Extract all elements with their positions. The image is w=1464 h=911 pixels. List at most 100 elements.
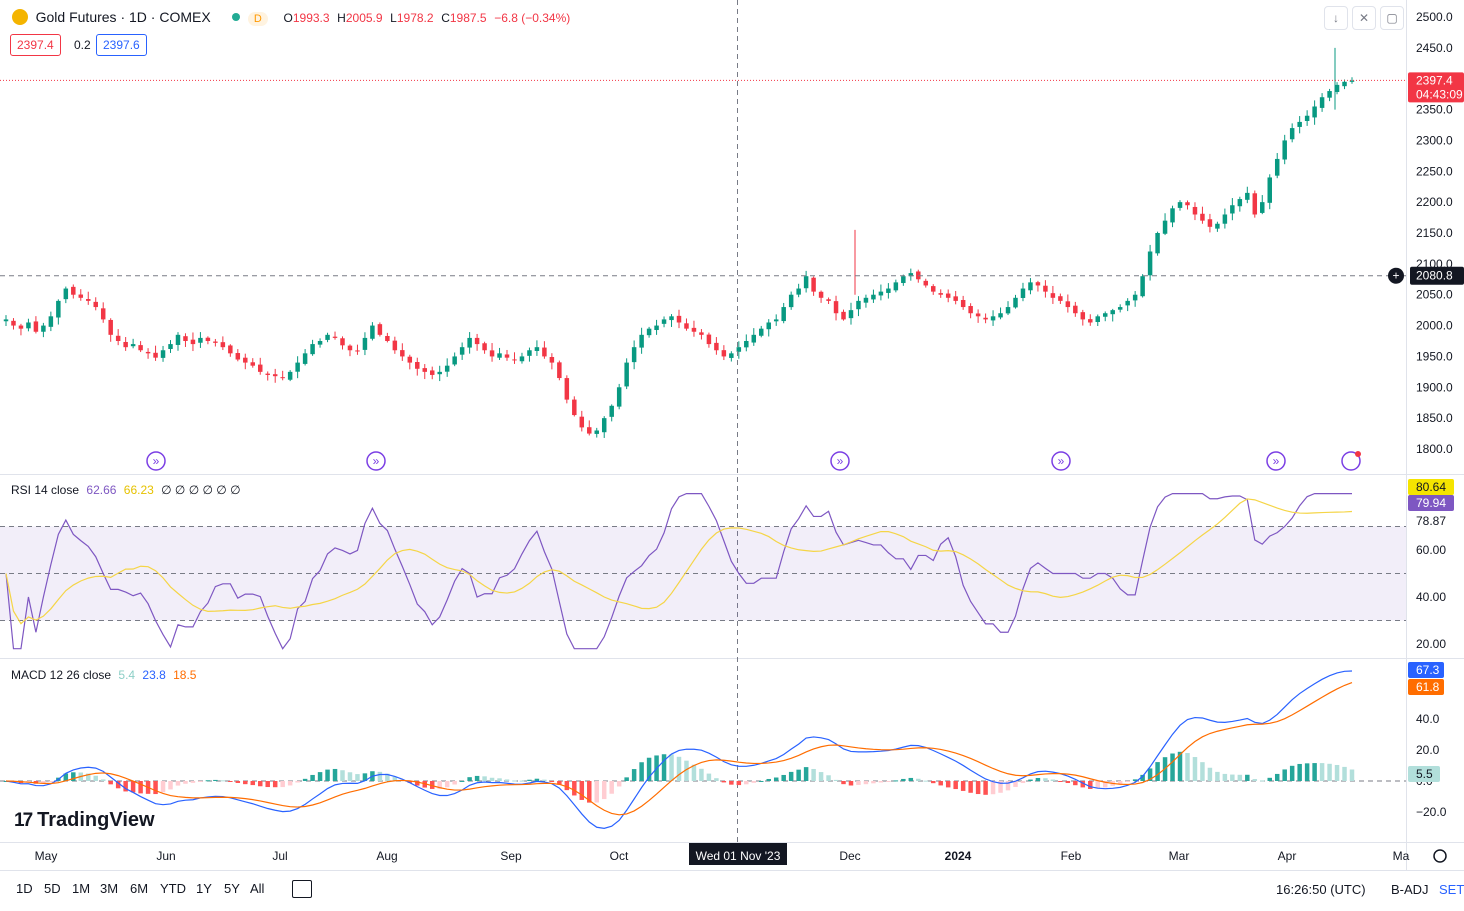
adjustment-toggle[interactable]: B-ADJ	[1391, 882, 1429, 897]
macd-histogram-bar	[1058, 781, 1063, 782]
event-icon[interactable]	[366, 451, 386, 471]
macd-histogram-bar	[534, 778, 540, 781]
lightning-event-icon[interactable]	[1341, 451, 1361, 471]
candle-body	[33, 321, 39, 332]
timeframe-5y[interactable]: 5Y	[224, 881, 240, 896]
candle-body	[945, 293, 951, 298]
macd-histogram-bar	[310, 774, 315, 781]
macd-histogram-bar	[953, 781, 958, 790]
candle-body	[616, 387, 622, 407]
session-toggle[interactable]: SET	[1439, 882, 1464, 897]
collapse-icon[interactable]: ✕	[1352, 6, 1376, 30]
ohlc-high: 2005.9	[345, 11, 383, 25]
candle-body	[661, 319, 667, 324]
candle-body	[228, 345, 233, 354]
event-icon[interactable]	[830, 451, 850, 471]
timeframe-all[interactable]: All	[250, 881, 265, 896]
candle-body	[1005, 307, 1011, 314]
macd-histogram-bar	[1117, 781, 1123, 785]
interval-badge: D	[247, 12, 268, 26]
candle-body	[983, 317, 988, 320]
macd-histogram-bar	[1095, 781, 1100, 789]
macd-histogram-bar	[1252, 779, 1258, 781]
macd-histogram-bar	[983, 781, 988, 795]
timeframe-5d[interactable]: 5D	[44, 881, 61, 896]
candle-body	[960, 299, 966, 308]
candle-body	[444, 365, 450, 372]
macd-histogram-bar	[1088, 781, 1093, 789]
macd-line	[5, 670, 1353, 829]
time-axis-label: Dec	[839, 849, 860, 863]
candle-body	[587, 427, 592, 434]
candle-body	[1222, 214, 1228, 224]
event-icon[interactable]	[1266, 451, 1286, 471]
settings-gear-icon[interactable]	[1433, 849, 1447, 863]
timeframe-1y[interactable]: 1Y	[196, 881, 212, 896]
ohlc-high-label: H	[337, 11, 346, 25]
macd-histogram-bar	[258, 781, 263, 787]
candle-body	[721, 350, 727, 357]
macd-histogram-bar	[826, 775, 831, 781]
macd-histogram-bar	[1043, 778, 1048, 781]
candle-body	[863, 297, 869, 303]
macd-histogram-bar	[190, 781, 196, 783]
ask-price[interactable]: 2397.6	[96, 34, 147, 56]
candle-body	[78, 294, 84, 298]
macd-histogram-bar	[1147, 768, 1153, 781]
macd-legend: MACD 12 26 close 5.4 23.8 18.5	[11, 668, 200, 682]
candle-body	[1207, 219, 1213, 227]
candle-body	[1230, 205, 1235, 214]
timeframe-ytd[interactable]: YTD	[160, 881, 186, 896]
macd-histogram-bar	[751, 781, 757, 783]
rsi-ma-value: 66.23	[123, 483, 154, 497]
macd-histogram-bar	[1102, 781, 1108, 788]
macd-histogram-bar	[549, 781, 555, 782]
candle-body	[803, 276, 809, 289]
event-icon[interactable]	[146, 451, 166, 471]
macd-histogram-bar	[646, 757, 652, 781]
candle-body	[1289, 128, 1295, 140]
bid-price[interactable]: 2397.4	[10, 34, 61, 56]
macd-histogram-bar	[773, 777, 779, 781]
candle-body	[325, 334, 330, 340]
candle-body	[706, 334, 712, 345]
macd-histogram-bar	[788, 771, 794, 781]
date-range-icon[interactable]	[292, 880, 312, 898]
candle-body	[1140, 276, 1145, 297]
candle-body	[123, 341, 128, 348]
macd-histogram-bar	[459, 780, 465, 782]
candle-body	[459, 347, 465, 355]
macd-histogram-bar	[1073, 781, 1078, 786]
macd-histogram-bar	[317, 772, 323, 781]
scroll-down-icon[interactable]: ↓	[1324, 6, 1348, 30]
macd-histogram-bar	[803, 767, 809, 781]
candle-body	[1349, 80, 1355, 82]
symbol-title[interactable]: Gold Futures · 1D · COMEX	[35, 9, 211, 25]
candle-body	[579, 416, 585, 428]
event-icon[interactable]	[1051, 451, 1071, 471]
timeframe-1d[interactable]: 1D	[16, 881, 33, 896]
candle-body	[833, 301, 839, 314]
add-alert-icon[interactable]	[1388, 267, 1404, 284]
chart-canvas[interactable]: 2500.02450.02400.02350.02300.02250.02200…	[0, 0, 1464, 870]
rsi-name[interactable]: RSI 14 close	[11, 483, 80, 497]
macd-histogram-bar	[975, 781, 981, 795]
candle-body	[1319, 97, 1325, 108]
timeframe-6m[interactable]: 6M	[130, 881, 149, 896]
macd-histogram-bar	[168, 781, 173, 790]
candle-body	[564, 378, 570, 400]
candle-body	[901, 276, 906, 284]
macd-signal-line	[5, 681, 1353, 816]
macd-histogram-bar	[594, 781, 599, 803]
macd-name[interactable]: MACD 12 26 close	[11, 668, 112, 682]
candle-body	[63, 288, 69, 300]
timeframe-1m[interactable]: 1M	[72, 881, 91, 896]
candle-body	[1192, 206, 1198, 215]
maximize-icon[interactable]: ▢	[1380, 6, 1404, 30]
tradingview-logo[interactable]: 17 TradingView	[14, 809, 155, 832]
utc-clock[interactable]: 16:26:50 (UTC)	[1276, 882, 1366, 897]
timeframe-3m[interactable]: 3M	[100, 881, 119, 896]
candle-body	[56, 300, 61, 318]
candle-body	[265, 373, 270, 375]
macd-histogram-bar	[1327, 763, 1332, 781]
